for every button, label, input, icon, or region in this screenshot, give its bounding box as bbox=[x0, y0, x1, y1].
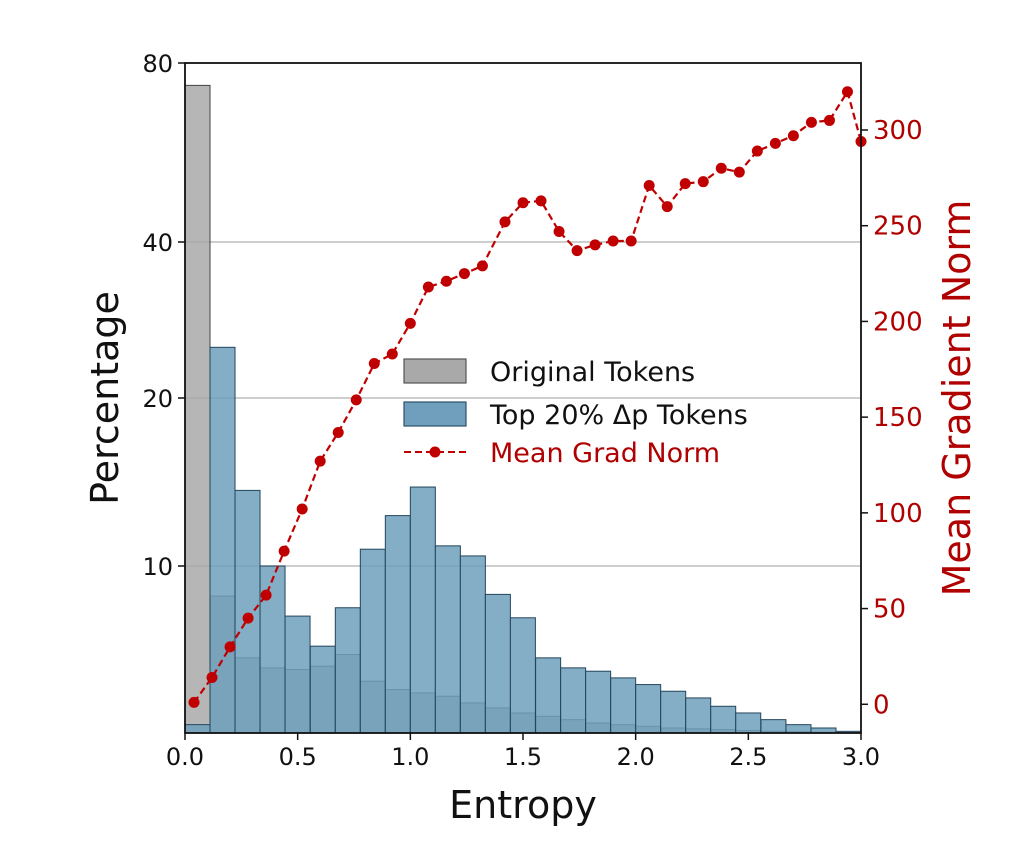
y-right-tick-label: 100 bbox=[873, 499, 923, 529]
grad-norm-point bbox=[589, 239, 601, 251]
legend: Original Tokens Top 20% Δp Tokens Mean G… bbox=[403, 357, 748, 469]
grad-norm-point bbox=[607, 235, 619, 247]
grad-norm-point bbox=[404, 317, 416, 329]
x-tick-label: 3.0 bbox=[842, 743, 880, 771]
x-tick-label: 0.5 bbox=[279, 743, 317, 771]
grad-norm-point bbox=[679, 178, 691, 190]
grad-norm-point bbox=[242, 612, 254, 624]
grad-norm-point bbox=[350, 394, 362, 406]
grad-norm-point bbox=[787, 130, 799, 142]
grad-norm-point bbox=[733, 166, 745, 178]
histogram-bar bbox=[760, 719, 787, 734]
grad-norm-point bbox=[571, 245, 583, 257]
grad-norm-point bbox=[476, 260, 488, 272]
grad-norm-point bbox=[440, 275, 452, 287]
grad-norm-point bbox=[535, 195, 547, 207]
x-tick-label: 1.5 bbox=[504, 743, 542, 771]
y-right-tick-label: 150 bbox=[873, 403, 923, 433]
histogram-bar bbox=[685, 697, 712, 734]
grad-norm-point bbox=[422, 281, 434, 293]
y-left-tick-label: 80 bbox=[142, 50, 173, 78]
histogram-bar bbox=[484, 593, 511, 734]
histogram-bar bbox=[785, 724, 812, 734]
histogram-bar bbox=[459, 555, 486, 734]
y-right-tick-label: 0 bbox=[873, 690, 890, 720]
grad-norm-point bbox=[661, 201, 673, 213]
grad-norm-point bbox=[368, 358, 380, 370]
legend-marker-grad bbox=[429, 446, 441, 458]
grad-norm-point bbox=[188, 696, 200, 708]
legend-swatch-top bbox=[403, 401, 467, 427]
mean-grad-norm-line bbox=[188, 86, 867, 708]
legend-label-grad: Mean Grad Norm bbox=[490, 438, 720, 469]
grad-norm-point bbox=[823, 114, 835, 126]
y-right-tick-label: 50 bbox=[873, 595, 906, 625]
top-tokens-bars bbox=[184, 346, 862, 734]
x-tick-label: 0.0 bbox=[166, 743, 204, 771]
histogram-bar bbox=[334, 607, 361, 734]
y-right-tick-label: 200 bbox=[873, 307, 923, 337]
histogram-bar bbox=[509, 617, 536, 734]
histogram-bar bbox=[234, 489, 261, 734]
histogram-bar bbox=[585, 670, 612, 734]
histogram-bar bbox=[635, 684, 662, 734]
histogram-bar bbox=[184, 84, 211, 734]
y-left-tick-label: 10 bbox=[142, 553, 173, 581]
grad-norm-point bbox=[625, 235, 637, 247]
grad-norm-point bbox=[386, 348, 398, 360]
y-axis-title-right: Mean Gradient Norm bbox=[935, 200, 979, 597]
grad-norm-point bbox=[206, 671, 218, 683]
gridlines bbox=[185, 241, 861, 567]
legend-label-top: Top 20% Δp Tokens bbox=[489, 400, 748, 431]
axis-ticks: 0.0 0.5 1.0 1.5 2.0 2.5 3.0 10 20 40 80 0 50 100 150 20… bbox=[142, 50, 922, 771]
grad-norm-point bbox=[697, 176, 709, 188]
y-right-tick-label: 250 bbox=[873, 212, 923, 242]
grad-norm-point bbox=[278, 545, 290, 557]
grad-norm-point bbox=[314, 455, 326, 467]
y-axis-title-left: Percentage bbox=[83, 291, 127, 505]
x-tick-label: 2.5 bbox=[729, 743, 767, 771]
histogram-bar bbox=[434, 545, 461, 734]
histogram-bar bbox=[359, 548, 386, 734]
histogram-bar bbox=[309, 645, 336, 734]
y-left-tick-label: 40 bbox=[142, 229, 173, 257]
histogram-bar bbox=[610, 677, 637, 734]
histogram-bar bbox=[660, 690, 687, 734]
grad-norm-polyline bbox=[193, 88, 863, 704]
legend-label-original: Original Tokens bbox=[490, 357, 695, 388]
grad-norm-point bbox=[458, 268, 470, 280]
grad-norm-point bbox=[769, 137, 781, 149]
grad-norm-point bbox=[260, 589, 272, 601]
histogram-bar bbox=[710, 705, 737, 734]
grad-norm-point bbox=[841, 86, 853, 98]
histogram-bar bbox=[384, 515, 411, 734]
grad-norm-point bbox=[751, 145, 763, 157]
histogram-bar bbox=[535, 657, 562, 734]
grad-norm-point bbox=[715, 162, 727, 174]
histogram-bar bbox=[560, 667, 587, 734]
histogram-bar bbox=[184, 724, 211, 734]
grad-norm-point bbox=[332, 426, 344, 438]
y-right-tick-label: 300 bbox=[873, 116, 923, 146]
x-tick-label: 2.0 bbox=[617, 743, 655, 771]
grad-norm-point bbox=[553, 225, 565, 237]
histogram-bar bbox=[284, 615, 311, 734]
grad-norm-point bbox=[805, 116, 817, 128]
histogram-bar bbox=[735, 712, 762, 734]
grad-norm-point bbox=[643, 180, 655, 192]
grad-norm-point bbox=[499, 216, 511, 228]
x-tick-label: 1.0 bbox=[391, 743, 429, 771]
y-left-tick-label: 20 bbox=[142, 385, 173, 413]
legend-swatch-original bbox=[403, 358, 467, 384]
grad-norm-point bbox=[517, 197, 529, 209]
x-axis-title: Entropy bbox=[449, 783, 597, 827]
grad-norm-point bbox=[296, 503, 308, 515]
grad-norm-point bbox=[224, 641, 236, 653]
histogram-bar bbox=[409, 486, 436, 734]
